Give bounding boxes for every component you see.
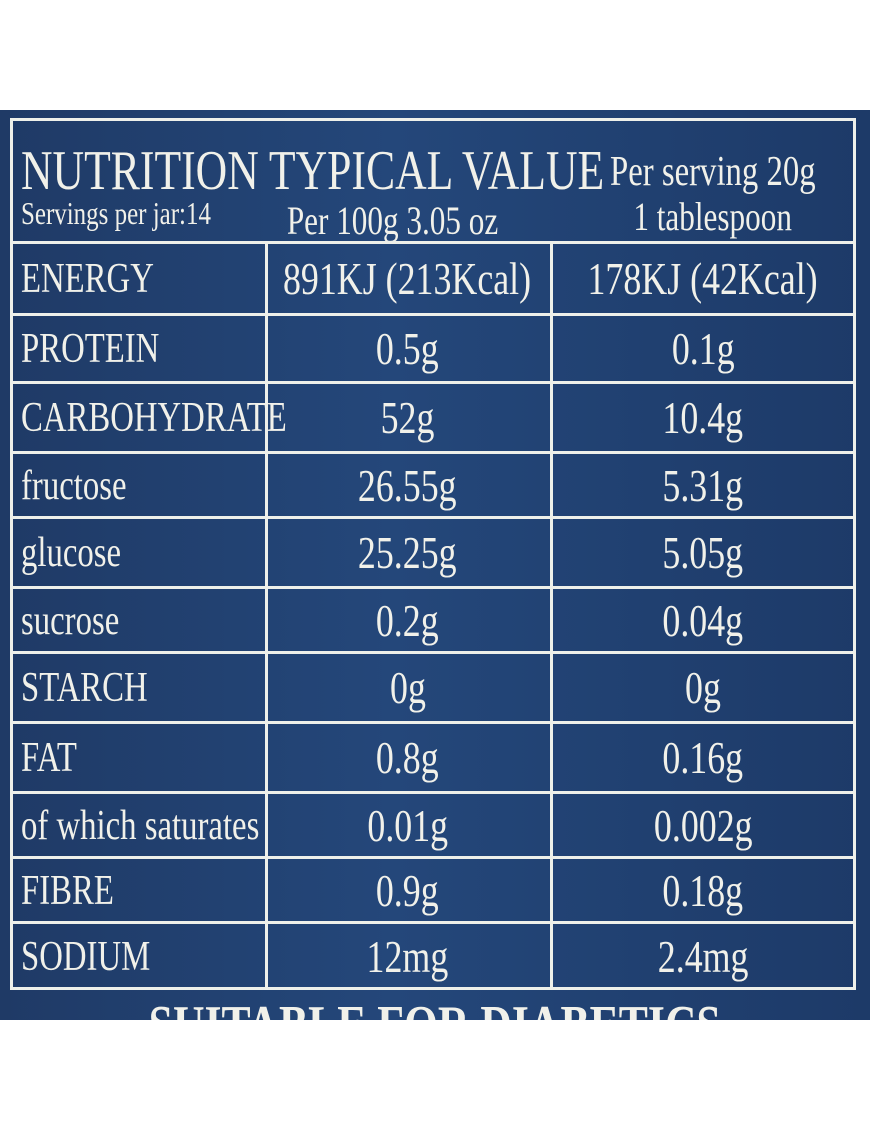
- value-per-serving: 178KJ (42Kcal): [587, 253, 819, 304]
- per-100g: Per 100g 3.05 oz: [287, 198, 499, 243]
- row-divider: [13, 381, 853, 384]
- value-per-100g: 891KJ (213Kcal): [283, 253, 532, 304]
- row-divider: [13, 856, 853, 859]
- column-divider: [550, 243, 553, 990]
- nutrient-name: fructose: [21, 462, 127, 509]
- value-per-100g: 0.2g: [376, 594, 439, 646]
- row-divider: [13, 313, 853, 316]
- value-per-serving: 5.05g: [662, 527, 744, 578]
- value-per-100g: 25.25g: [358, 527, 457, 578]
- nutrient-name: FAT: [21, 735, 77, 781]
- value-per-100g: 0.8g: [376, 732, 439, 783]
- nutrient-name: of which saturates: [21, 802, 260, 849]
- value-per-100g: 52g: [380, 392, 435, 443]
- row-divider: [13, 921, 853, 924]
- nutrient-name: glucose: [21, 530, 122, 576]
- value-per-serving: 0.16g: [662, 732, 744, 783]
- value-per-serving: 10.4g: [662, 392, 744, 443]
- value-per-serving: 0g: [685, 662, 721, 713]
- value-per-serving: 0.002g: [653, 799, 753, 851]
- value-per-100g: 0.01g: [367, 799, 448, 851]
- row-divider: [13, 721, 853, 724]
- value-per-100g: 26.55g: [358, 459, 457, 511]
- label: NUTRITION TYPICAL VALUE Servings per jar…: [0, 110, 870, 1020]
- nutrient-name: sucrose: [21, 597, 120, 644]
- nutrient-name: CARBOHYDRATE: [21, 395, 287, 441]
- row-divider: [13, 586, 853, 589]
- title: NUTRITION TYPICAL VALUE: [21, 140, 605, 202]
- value-per-serving: 5.31g: [662, 459, 744, 511]
- row-divider: [13, 241, 853, 244]
- value-per-serving: 2.4mg: [657, 930, 749, 982]
- value-per-100g: 0g: [389, 662, 426, 713]
- nutrition-table: NUTRITION TYPICAL VALUE Servings per jar…: [10, 118, 856, 990]
- footer-text: SUITABLE FOR DIABETICS: [0, 998, 870, 1020]
- column-divider: [265, 243, 268, 990]
- nutrient-name: FIBRE: [21, 867, 114, 914]
- row-divider: [13, 651, 853, 654]
- row-divider: [13, 451, 853, 454]
- per-serving: Per serving 20g: [610, 149, 816, 195]
- value-per-100g: 12mg: [366, 930, 449, 982]
- value-per-serving: 0.18g: [662, 864, 744, 916]
- value-per-serving: 0.04g: [662, 594, 744, 646]
- value-per-serving: 0.1g: [671, 323, 735, 374]
- nutrient-name: PROTEIN: [21, 326, 160, 372]
- servings: Servings per jar:14: [21, 195, 211, 231]
- nutrient-name: ENERGY: [21, 256, 154, 302]
- value-per-100g: 0.9g: [376, 864, 439, 916]
- value-per-100g: 0.5g: [376, 323, 439, 374]
- serving-size: 1 tablespoon: [633, 194, 793, 239]
- row-divider: [13, 791, 853, 794]
- nutrient-name: SODIUM: [21, 933, 151, 980]
- nutrient-name: STARCH: [21, 665, 148, 711]
- row-divider: [13, 516, 853, 519]
